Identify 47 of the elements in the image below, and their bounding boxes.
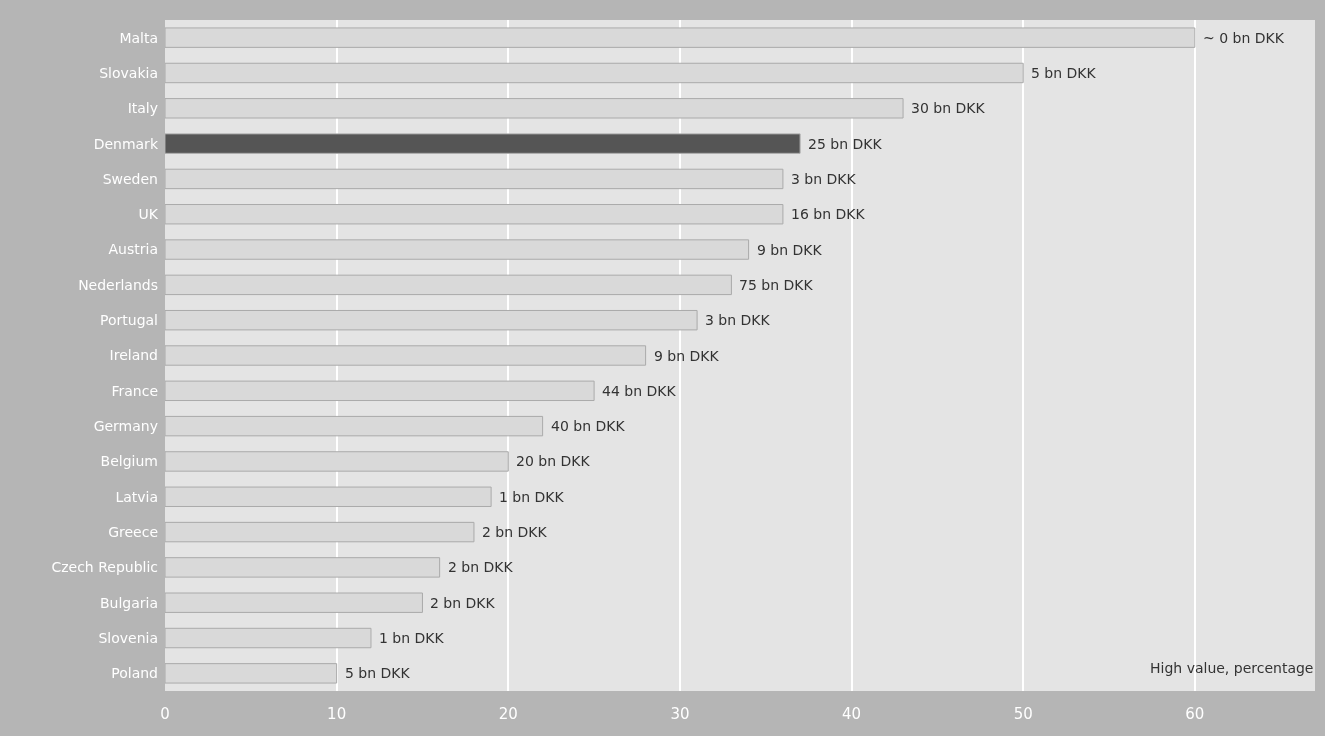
y-tick-label: Nederlands [78, 276, 158, 293]
y-tick-label: UK [138, 206, 159, 223]
annotation: 25 bn DKK [808, 136, 883, 152]
annotation: ~ 0 bn DKK [1203, 30, 1285, 46]
annotation: 5 bn DKK [1031, 65, 1097, 81]
annotation: 3 bn DKK [705, 312, 771, 328]
annotation: 9 bn DKK [757, 242, 823, 258]
x-tick-label: 60 [1185, 705, 1205, 723]
y-tick-label: Latvia [115, 488, 158, 505]
x-tick-label: 20 [498, 705, 518, 723]
annotation: 3 bn DKK [791, 171, 857, 187]
y-tick-label: Austria [108, 241, 158, 258]
y-tick-label: Malta [119, 29, 158, 46]
annotation: 2 bn DKK [448, 559, 514, 575]
y-tick-label: Germany [93, 418, 158, 435]
y-tick-label: Italy [127, 100, 158, 117]
annotation: 30 bn DKK [911, 100, 986, 116]
y-tick-label: Portugal [100, 312, 158, 329]
y-tick-label: Belgium [100, 453, 158, 470]
y-tick-label: France [111, 382, 158, 399]
x-tick-label: 0 [160, 705, 170, 723]
x-tick-label: 30 [670, 705, 690, 723]
y-tick-label: Poland [111, 665, 158, 682]
y-tick-label: Denmark [93, 135, 159, 152]
x-tick-label: 10 [327, 705, 347, 723]
annotation: 2 bn DKK [430, 595, 496, 611]
annotation: 20 bn DKK [516, 453, 591, 469]
annotation: 1 bn DKK [379, 630, 445, 646]
y-tick-label: Sweden [102, 170, 158, 187]
annotation: 40 bn DKK [551, 418, 626, 434]
x-tick-label: 40 [842, 705, 862, 723]
y-tick-label: Slovakia [99, 64, 158, 81]
y-tick-label: Bulgaria [99, 594, 158, 611]
annotation: 9 bn DKK [654, 348, 720, 364]
annotation: 75 bn DKK [739, 277, 814, 293]
annotation: 1 bn DKK [499, 489, 565, 505]
annotation: High value, percentage [1150, 660, 1314, 676]
annotation: 44 bn DKK [602, 383, 677, 399]
bar [165, 133, 801, 154]
y-tick-label: Greece [108, 523, 158, 540]
annotation: 16 bn DKK [791, 206, 866, 222]
y-tick-label: Ireland [109, 347, 158, 364]
y-tick-label: Slovenia [98, 629, 158, 646]
annotation: 2 bn DKK [482, 524, 548, 540]
x-tick-label: 50 [1013, 705, 1033, 723]
y-tick-label: Czech Republic [51, 559, 158, 576]
annotation: 5 bn DKK [345, 665, 411, 681]
